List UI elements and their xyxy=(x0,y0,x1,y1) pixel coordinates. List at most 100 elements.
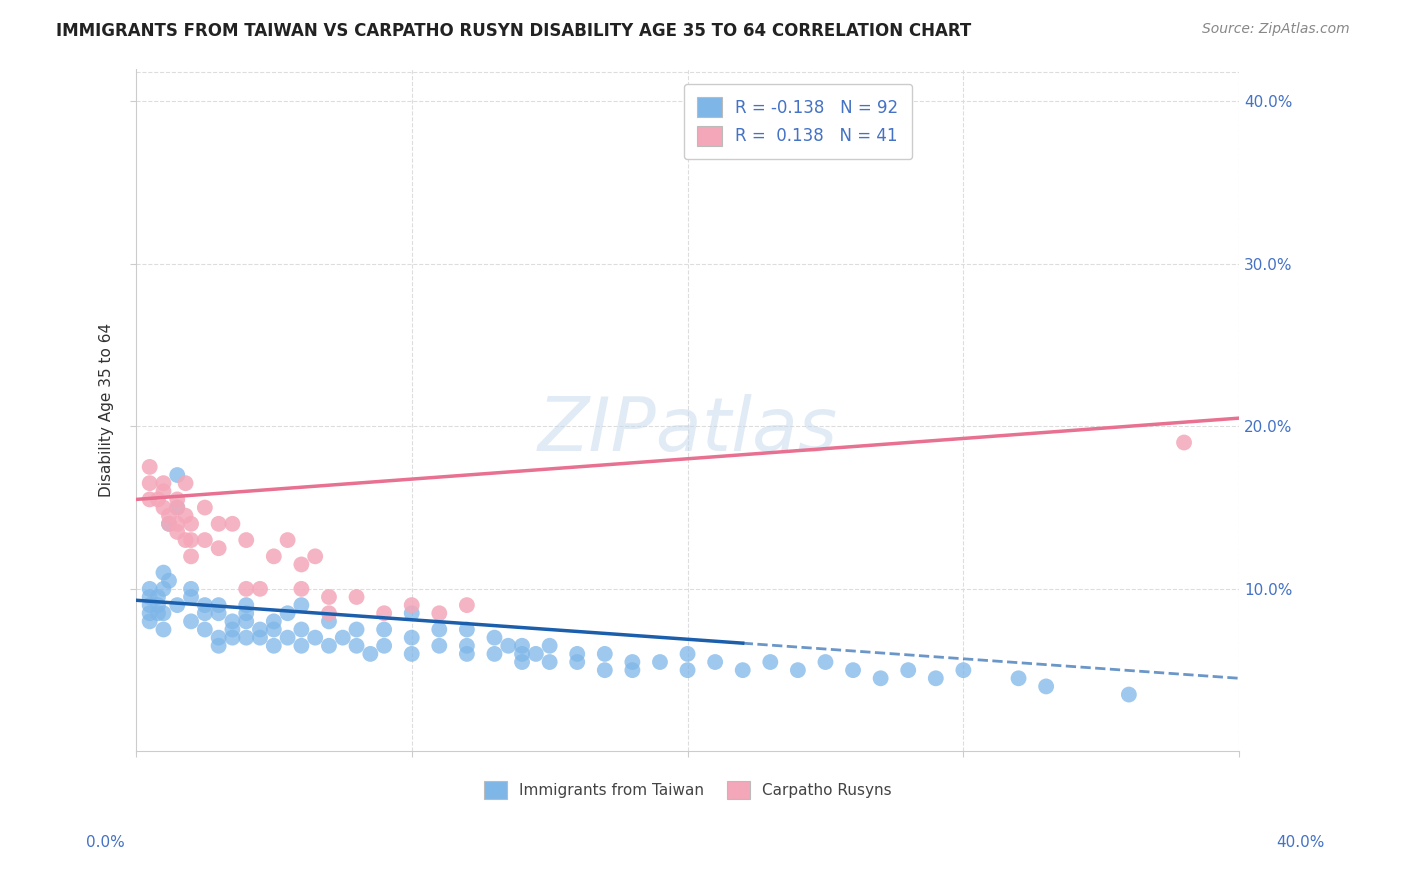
Point xyxy=(235,606,257,620)
Point xyxy=(180,615,202,629)
Point xyxy=(194,598,217,612)
Point xyxy=(593,663,616,677)
Point xyxy=(401,598,423,612)
Point xyxy=(221,615,243,629)
Point xyxy=(814,655,837,669)
Point xyxy=(842,663,865,677)
Point xyxy=(1007,671,1029,685)
Point xyxy=(235,615,257,629)
Point xyxy=(208,631,231,645)
Point xyxy=(648,655,671,669)
Point xyxy=(166,516,188,531)
Point xyxy=(593,647,616,661)
Point xyxy=(208,639,231,653)
Point xyxy=(152,500,174,515)
Point xyxy=(484,647,506,661)
Point xyxy=(208,516,231,531)
Point xyxy=(146,590,169,604)
Point xyxy=(496,639,519,653)
Point xyxy=(925,671,948,685)
Point xyxy=(249,623,271,637)
Point xyxy=(152,606,174,620)
Point xyxy=(332,631,354,645)
Point xyxy=(152,582,174,596)
Point xyxy=(263,549,285,564)
Point xyxy=(180,533,202,547)
Point xyxy=(290,582,312,596)
Point xyxy=(152,484,174,499)
Point xyxy=(869,671,891,685)
Text: Source: ZipAtlas.com: Source: ZipAtlas.com xyxy=(1202,22,1350,37)
Point xyxy=(427,606,450,620)
Point xyxy=(194,500,217,515)
Point xyxy=(621,663,644,677)
Point xyxy=(174,476,197,491)
Point xyxy=(318,615,340,629)
Point xyxy=(1035,680,1057,694)
Point xyxy=(180,516,202,531)
Point xyxy=(359,647,381,661)
Point xyxy=(138,590,160,604)
Point xyxy=(277,631,299,645)
Point xyxy=(786,663,808,677)
Text: IMMIGRANTS FROM TAIWAN VS CARPATHO RUSYN DISABILITY AGE 35 TO 64 CORRELATION CHA: IMMIGRANTS FROM TAIWAN VS CARPATHO RUSYN… xyxy=(56,22,972,40)
Point xyxy=(152,623,174,637)
Point xyxy=(146,492,169,507)
Point xyxy=(138,598,160,612)
Point xyxy=(704,655,727,669)
Point xyxy=(952,663,974,677)
Point xyxy=(484,631,506,645)
Point xyxy=(373,623,395,637)
Point xyxy=(1173,435,1195,450)
Point xyxy=(897,663,920,677)
Y-axis label: Disability Age 35 to 64: Disability Age 35 to 64 xyxy=(100,323,114,497)
Point xyxy=(676,647,699,661)
Point xyxy=(538,639,561,653)
Point xyxy=(249,631,271,645)
Point xyxy=(524,647,547,661)
Point xyxy=(510,639,533,653)
Point xyxy=(180,582,202,596)
Text: ZIPatlas: ZIPatlas xyxy=(537,394,838,467)
Point xyxy=(373,639,395,653)
Point xyxy=(318,590,340,604)
Point xyxy=(157,574,180,588)
Point xyxy=(346,590,368,604)
Point xyxy=(235,582,257,596)
Point xyxy=(510,647,533,661)
Point xyxy=(277,606,299,620)
Point xyxy=(152,476,174,491)
Point xyxy=(221,516,243,531)
Point xyxy=(263,623,285,637)
Point xyxy=(157,516,180,531)
Point xyxy=(318,606,340,620)
Point xyxy=(221,631,243,645)
Point xyxy=(180,590,202,604)
Point xyxy=(208,606,231,620)
Point xyxy=(456,623,478,637)
Legend: Immigrants from Taiwan, Carpatho Rusyns: Immigrants from Taiwan, Carpatho Rusyns xyxy=(478,774,897,805)
Point xyxy=(263,615,285,629)
Point xyxy=(174,508,197,523)
Point xyxy=(138,615,160,629)
Point xyxy=(401,606,423,620)
Point xyxy=(290,639,312,653)
Point xyxy=(138,476,160,491)
Point xyxy=(166,500,188,515)
Point xyxy=(676,663,699,677)
Point xyxy=(138,582,160,596)
Point xyxy=(346,623,368,637)
Text: 0.0%: 0.0% xyxy=(86,836,125,850)
Point xyxy=(346,639,368,653)
Point xyxy=(318,639,340,653)
Point xyxy=(567,655,589,669)
Point xyxy=(138,606,160,620)
Point xyxy=(166,468,188,483)
Point xyxy=(235,533,257,547)
Point xyxy=(194,606,217,620)
Point xyxy=(373,606,395,620)
Point xyxy=(157,516,180,531)
Point xyxy=(138,459,160,474)
Point xyxy=(221,623,243,637)
Point xyxy=(290,558,312,572)
